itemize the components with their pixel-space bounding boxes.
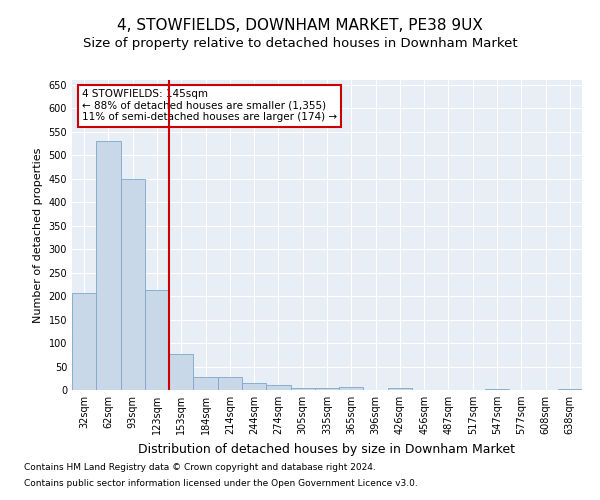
Text: Size of property relative to detached houses in Downham Market: Size of property relative to detached ho… xyxy=(83,38,517,51)
Text: 4, STOWFIELDS, DOWNHAM MARKET, PE38 9UX: 4, STOWFIELDS, DOWNHAM MARKET, PE38 9UX xyxy=(117,18,483,32)
X-axis label: Distribution of detached houses by size in Downham Market: Distribution of detached houses by size … xyxy=(139,442,515,456)
Bar xyxy=(145,290,169,390)
Text: Contains public sector information licensed under the Open Government Licence v3: Contains public sector information licen… xyxy=(24,478,418,488)
Bar xyxy=(485,388,509,390)
Bar xyxy=(290,388,315,390)
Text: Contains HM Land Registry data © Crown copyright and database right 2024.: Contains HM Land Registry data © Crown c… xyxy=(24,464,376,472)
Bar xyxy=(121,178,145,390)
Text: 4 STOWFIELDS: 145sqm
← 88% of detached houses are smaller (1,355)
11% of semi-de: 4 STOWFIELDS: 145sqm ← 88% of detached h… xyxy=(82,90,337,122)
Bar xyxy=(242,383,266,390)
Bar xyxy=(388,388,412,390)
Bar xyxy=(193,378,218,390)
Bar xyxy=(339,386,364,390)
Bar xyxy=(169,354,193,390)
Bar xyxy=(96,141,121,390)
Bar xyxy=(266,385,290,390)
Bar xyxy=(72,293,96,390)
Y-axis label: Number of detached properties: Number of detached properties xyxy=(33,148,43,322)
Bar xyxy=(218,378,242,390)
Bar xyxy=(558,388,582,390)
Bar xyxy=(315,388,339,390)
